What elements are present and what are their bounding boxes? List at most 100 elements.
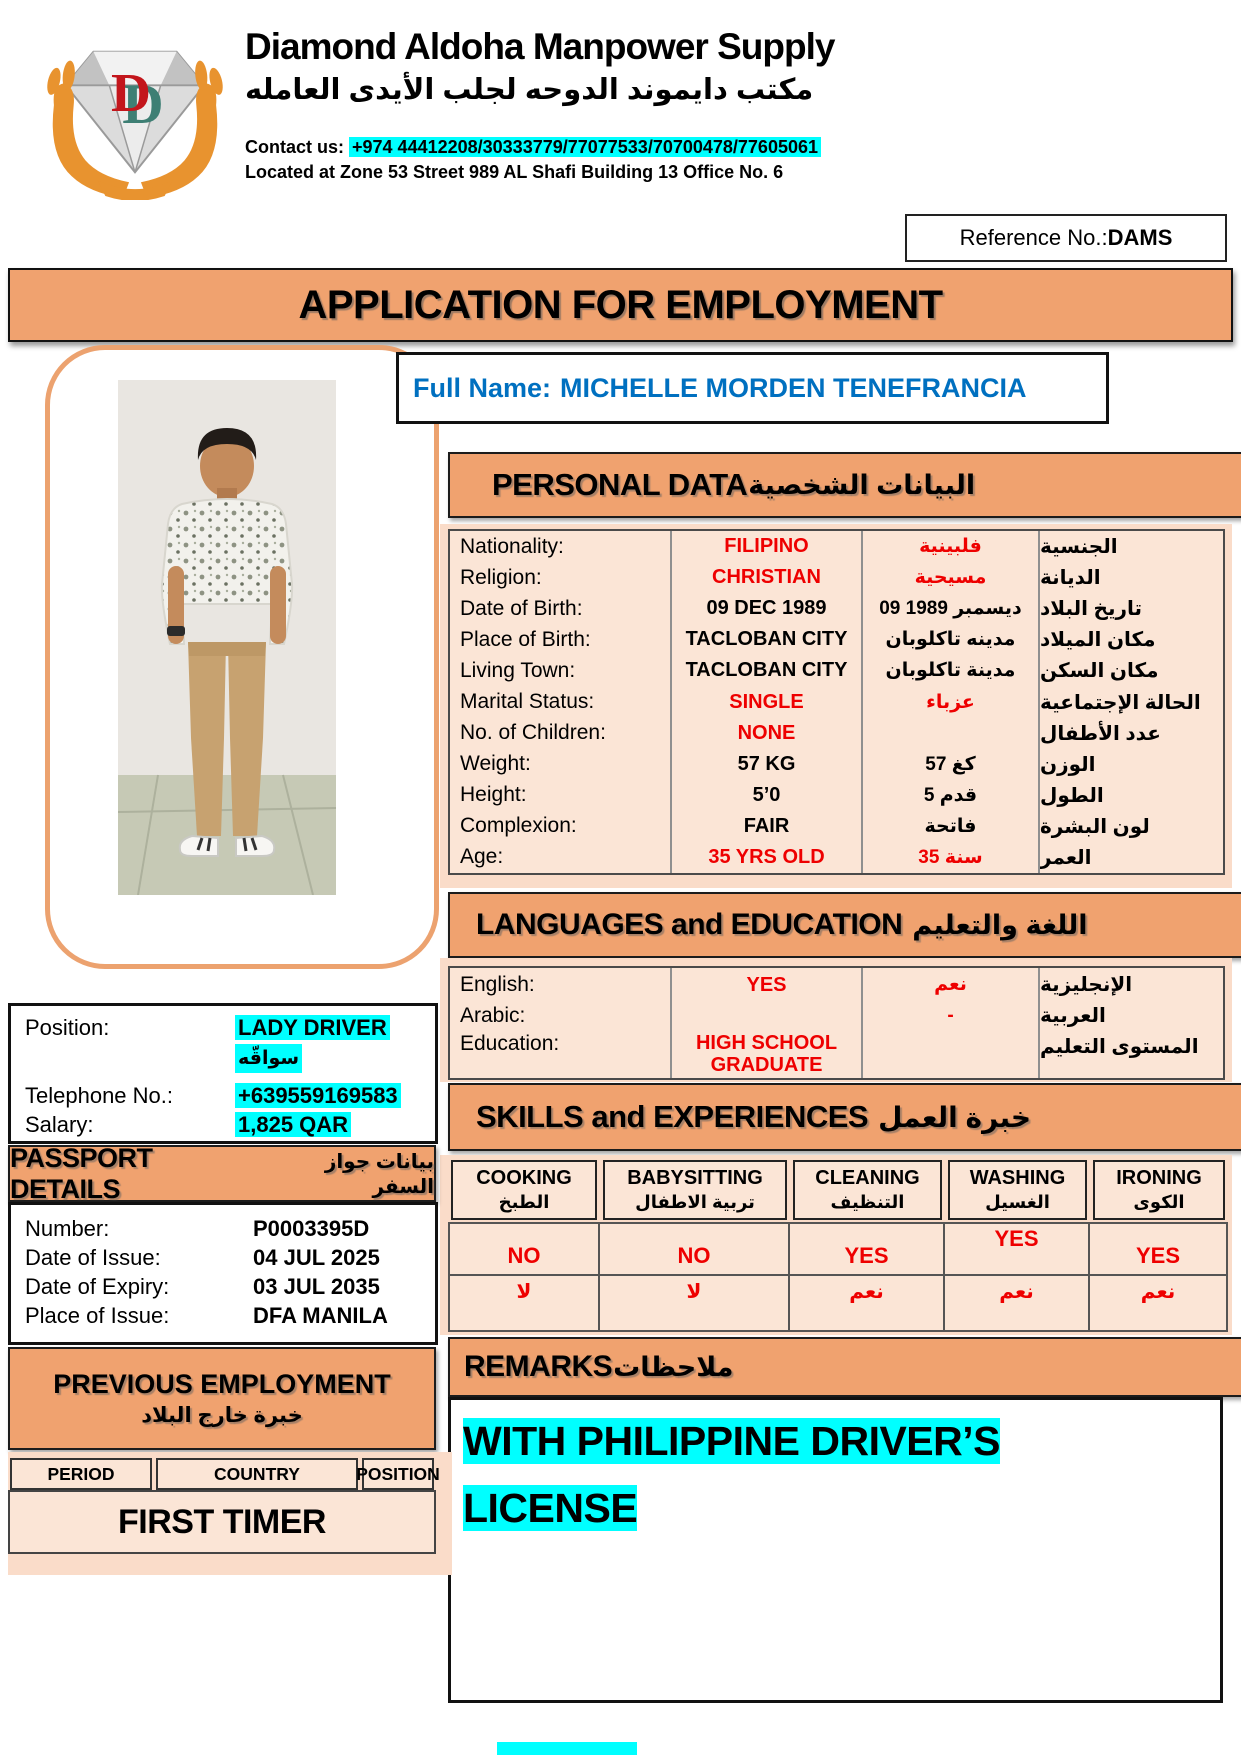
full-name-value: MICHELLE MORDEN TENEFRANCIA [560,372,1027,403]
section-title: PASSPORT DETAILS [10,1142,153,1204]
section-title-arabic: اللغة والتعليم [912,909,1088,940]
field-label-arabic: الإنجليزية [1040,974,1133,996]
field-label-arabic: الحالة الإجتماعية [1040,691,1201,714]
contact-label: Contact us: [245,136,344,157]
section-title-arabic: بيانات جواز السفر [324,1150,434,1198]
field-label-arabic: مكان السكن [1040,660,1159,683]
field-label: Religion: [450,562,672,594]
field-value: YES [672,968,863,1001]
skill-name-arabic: الكوى [1133,1192,1185,1213]
field-label: Education: [450,1030,672,1078]
section-header-languages-education: LANGUAGES and EDUCATION اللغة والتعليم [448,892,1241,958]
skill-column-header: CLEANING التنظيف [793,1160,942,1220]
field-value: 5’0 [672,779,863,811]
field-label: Telephone No.: [25,1083,173,1108]
column-header: POSITION [356,1458,440,1490]
field-value: NONE [672,717,863,749]
field-label: Date of Issue: [25,1245,161,1270]
skill-value-arabic: نعم [945,1274,1090,1330]
field-label: Position: [25,1015,110,1040]
field-label-arabic: المستوى التعليم [1040,1036,1199,1058]
position-info-box: Position: LADY DRIVER سواقّه Telephone N… [8,1003,438,1144]
field-value-arabic: مدينة تاكلوبان [863,655,1040,687]
previous-employment-value: FIRST TIMER [8,1490,436,1554]
skill-value: YES [790,1224,945,1274]
field-value: HIGH SCHOOL GRADUATE [672,1030,863,1078]
field-label: Living Town: [450,655,672,687]
field-value: 09 DEC 1989 [672,593,863,625]
field-value: 57 KG [672,748,863,780]
field-label: Nationality: [450,531,672,563]
field-label-arabic: العمر [1040,846,1092,869]
field-value: SINGLE [672,686,863,718]
field-value-arabic: 09 1989 ديسمبر [863,593,1040,625]
section-header-personal-data: PERSONAL DATA البيانات الشخصية [448,452,1241,518]
field-label-arabic: الوزن [1040,753,1096,776]
personal-data-table: Nationality: FILIPINO فلبينية الجنسية Re… [448,529,1225,875]
applicant-photo [118,380,336,895]
field-value-arabic: 5 قدم [863,779,1040,811]
field-value-arabic: مدينه تاكلوبان [863,624,1040,656]
section-header-skills: SKILLS and EXPERIENCES خبرة العمل [448,1083,1241,1151]
company-name-arabic: مكتب دايموند الدوحه لجلب الأيدى العامله [245,73,814,106]
skill-name: WASHING [969,1167,1066,1190]
skill-value: NO [450,1224,600,1274]
field-value [672,1001,863,1030]
field-label-arabic: تاريخ البلاد [1040,598,1142,621]
skills-values-table: NO NO YES YES YES لا لا نعم نعم نعم [448,1222,1228,1332]
field-label: Complexion: [450,810,672,842]
field-value: CHRISTIAN [672,562,863,594]
field-label-arabic: عدد الأطفال [1040,722,1161,745]
info-row: Date of Issue: 04 JUL 2025 [11,1243,435,1272]
section-title: LANGUAGES and EDUCATION [476,908,903,941]
cutoff-highlight-strip [497,1742,637,1755]
field-value: TACLOBAN CITY [672,655,863,687]
section-header-passport: PASSPORT DETAILS بيانات جواز السفر [8,1142,436,1204]
section-title: PERSONAL DATA [492,467,748,502]
section-header-remarks: REMARKS ملاحظات [448,1337,1241,1397]
remarks-text: WITH PHILIPPINE DRIVER’S LICENSE [463,1418,1001,1532]
field-label: Marital Status: [450,686,672,718]
skill-name-arabic: تربية الاطفال [635,1192,755,1213]
skill-value-arabic: نعم [790,1274,945,1330]
field-label: Place of Issue: [25,1303,170,1328]
field-label: No. of Children: [450,717,672,749]
section-title: SKILLS and EXPERIENCES [476,1099,869,1134]
address-line: Located at Zone 53 Street 989 AL Shafi B… [245,161,784,182]
field-value-arabic: فاتحة [863,810,1040,842]
column-header: PERIOD [10,1458,152,1490]
field-value: FAIR [672,810,863,842]
skill-column-header: BABYSITTING تربية الاطفال [603,1160,787,1220]
section-title-arabic: البيانات الشخصية [748,469,976,500]
field-value-arabic [863,717,1040,749]
skill-value: YES [1135,1243,1181,1268]
field-value-arabic: فلبينية [863,531,1040,563]
field-value-arabic: - [863,1001,1040,1030]
info-row: Number: P0003395D [11,1214,435,1243]
field-value: 04 JUL 2025 [253,1245,380,1270]
position-value-arabic: سواقّه [235,1044,303,1073]
field-value-arabic: مسيحية [863,562,1040,594]
field-label-arabic: مكان الميلاد [1040,629,1156,652]
skill-name-arabic: التنظيف [830,1192,905,1213]
info-row: Salary: 1,825 QAR [11,1110,435,1139]
field-value: TACLOBAN CITY [672,624,863,656]
field-label: Date of Birth: [450,593,672,625]
field-value: 03 JUL 2035 [253,1274,380,1299]
reference-value: DAMS [1107,225,1173,250]
skill-value-arabic: لا [600,1274,790,1330]
section-title-arabic: خبرة العمل [878,1101,1032,1133]
section-title: PREVIOUS EMPLOYMENT [53,1369,391,1399]
section-title-arabic: خبرة خارج البلاد [141,1404,303,1427]
skill-column-header: COOKING الطبخ [451,1160,597,1220]
field-label: Place of Birth: [450,624,672,656]
column-header: COUNTRY [156,1458,358,1490]
skill-value-arabic: نعم [1090,1274,1226,1330]
skill-name: IRONING [1116,1167,1202,1190]
reference-box: Reference No.: DAMS [905,214,1227,262]
skill-name: BABYSITTING [627,1167,763,1190]
passport-details-box: Number: P0003395D Date of Issue: 04 JUL … [8,1202,438,1345]
previous-employment-header-row: PERIOD COUNTRY POSITION [8,1458,440,1490]
skill-name-arabic: الطبخ [498,1192,550,1213]
